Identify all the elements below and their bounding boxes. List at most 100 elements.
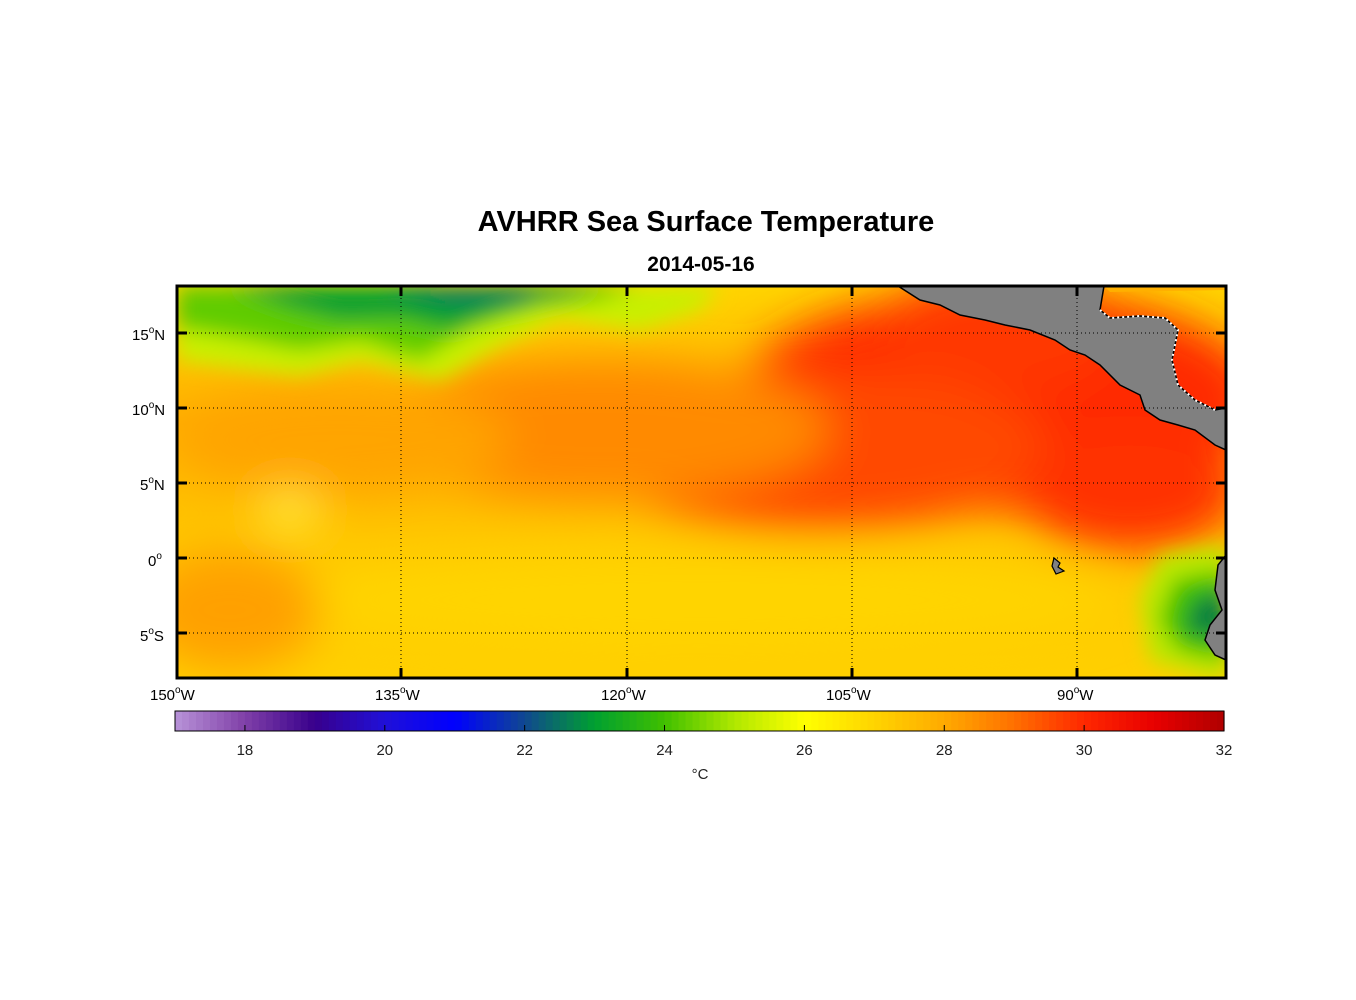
colorbar-cell [300, 711, 309, 731]
colorbar-cell [1154, 711, 1162, 731]
colorbar-cell [1182, 711, 1190, 731]
colorbar-cell [566, 711, 575, 731]
colorbar-cell [930, 711, 938, 731]
colorbar-cell [356, 711, 365, 731]
colorbar-cell [790, 711, 799, 731]
colorbar-cell [517, 711, 526, 731]
colorbar-cell [846, 711, 854, 731]
colorbar-cell [489, 711, 498, 731]
colorbar-cell [265, 711, 274, 731]
colorbar-cell [881, 711, 889, 731]
colorbar-cell [1098, 711, 1106, 731]
colorbar-cell [706, 711, 715, 731]
colorbar-cell [797, 711, 805, 731]
colorbar-cell [209, 711, 218, 731]
colorbar-cell [1119, 711, 1127, 731]
colorbar-cell [1070, 711, 1078, 731]
colorbar-cell [755, 711, 764, 731]
colorbar-cell [685, 711, 694, 731]
colorbar-cell [811, 711, 819, 731]
colorbar-cell [650, 711, 659, 731]
lon-label: 150oW [150, 685, 196, 704]
colorbar-cell [1105, 711, 1113, 731]
colorbar-cell [1056, 711, 1064, 731]
colorbar-cell [559, 711, 568, 731]
colorbar-cell [699, 711, 708, 731]
colorbar-cell [594, 711, 603, 731]
colorbar-cell [405, 711, 414, 731]
colorbar-cell [741, 711, 750, 731]
colorbar-cell [979, 711, 987, 731]
colorbar-cell [251, 711, 260, 731]
colorbar-cell [272, 711, 281, 731]
colorbar-cell [972, 711, 980, 731]
chart-subtitle: 2014-05-16 [647, 253, 755, 276]
lat-label: 5oS [140, 626, 164, 645]
colorbar-cell [1133, 711, 1141, 731]
colorbar-cell [475, 711, 484, 731]
colorbar-cell [748, 711, 757, 731]
colorbar-cell [1140, 711, 1148, 731]
colorbar-cell [804, 711, 812, 731]
colorbar-cell [342, 711, 351, 731]
colorbar-tick-label: 30 [1076, 742, 1093, 759]
colorbar-cell [1175, 711, 1183, 731]
colorbar-cell [258, 711, 267, 731]
colorbar-cell [720, 711, 729, 731]
colorbar-cell [615, 711, 624, 731]
colorbar-cell [447, 711, 456, 731]
colorbar-cell [643, 711, 652, 731]
colorbar-cell [391, 711, 400, 731]
colorbar-cell [314, 711, 323, 731]
colorbar-cell [426, 711, 435, 731]
colorbar-cell [1077, 711, 1085, 731]
colorbar-cell [496, 711, 505, 731]
colorbar-cell [874, 711, 882, 731]
colorbar-tick-label: 26 [796, 742, 813, 759]
colorbar-cell [1007, 711, 1015, 731]
colorbar-cell [482, 711, 491, 731]
colorbar-cell [993, 711, 1001, 731]
colorbar-cell [363, 711, 372, 731]
colorbar-cell [202, 711, 211, 731]
lon-label: 90oW [1057, 685, 1094, 704]
colorbar-cell [909, 711, 917, 731]
colorbar-cell [622, 711, 631, 731]
land-galapagos [1051, 556, 1066, 575]
colorbar-cell [762, 711, 771, 731]
chart-title: AVHRR Sea Surface Temperature [477, 206, 935, 238]
colorbar-cell [1042, 711, 1050, 731]
colorbar-cell [1189, 711, 1197, 731]
colorbar-cell [944, 711, 952, 731]
colorbar-cell [573, 711, 582, 731]
lon-label: 105oW [826, 685, 872, 704]
colorbar-cell [195, 711, 204, 731]
colorbar-cell [321, 711, 330, 731]
colorbar-tick-label: 28 [936, 742, 953, 759]
colorbar-tick-label: 24 [656, 742, 673, 759]
colorbar-cell [783, 711, 792, 731]
colorbar-cell [986, 711, 994, 731]
colorbar-cell [384, 711, 393, 731]
colorbar-cell [175, 711, 183, 731]
lat-label: 0o [148, 551, 162, 570]
colorbar-cell [503, 711, 512, 731]
colorbar-cell [188, 711, 197, 731]
land-coastline-highlight [1099, 309, 1216, 411]
colorbar-cell [1210, 711, 1218, 731]
colorbar-tick-label: 20 [376, 742, 393, 759]
colorbar-tick-label: 32 [1216, 742, 1233, 759]
land-central-america [896, 286, 1226, 451]
colorbar-cell [370, 711, 379, 731]
colorbar-cell [1014, 711, 1022, 731]
colorbar-cell [1028, 711, 1036, 731]
colorbar-cell [433, 711, 442, 731]
lat-label: 15oN [132, 325, 165, 344]
colorbar-cell [552, 711, 561, 731]
colorbar-cell [279, 711, 288, 731]
colorbar-cell [713, 711, 722, 731]
colorbar-cell [1203, 711, 1211, 731]
colorbar-cell [1126, 711, 1134, 731]
colorbar-tick-label: 18 [237, 742, 254, 759]
